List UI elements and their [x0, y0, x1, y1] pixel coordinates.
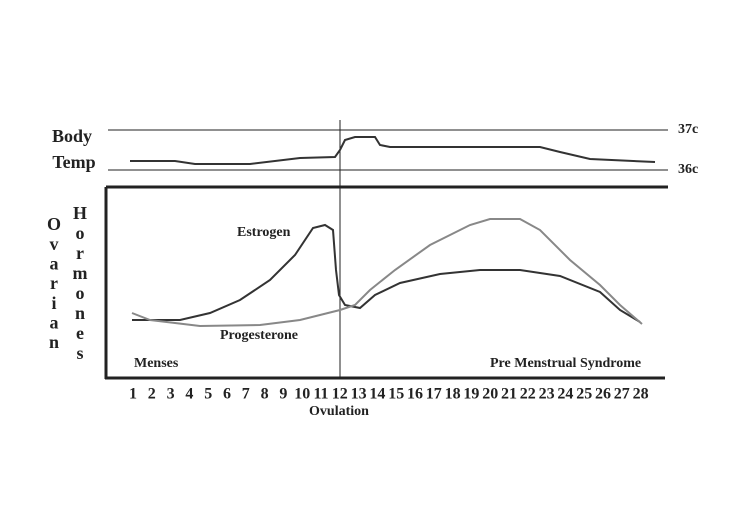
day-label: 9 — [279, 386, 287, 403]
vertical-letter: s — [76, 343, 83, 363]
vertical-letter: n — [75, 303, 85, 323]
day-label: 27 — [614, 386, 630, 403]
day-label: 13 — [351, 386, 367, 403]
day-label: 28 — [633, 386, 649, 403]
curve-label: Progesterone — [220, 328, 298, 343]
vertical-letter: O — [47, 214, 61, 234]
progesterone-curve — [131, 218, 643, 328]
day-label: 22 — [520, 386, 536, 403]
temp-label: 36c — [678, 162, 698, 177]
day-label: 5 — [204, 386, 212, 403]
day-label: 26 — [595, 386, 611, 403]
day-label: 10 — [294, 386, 310, 403]
day-label: 19 — [463, 386, 479, 403]
day-label: 24 — [557, 386, 573, 403]
curve-label: Estrogen — [237, 225, 291, 240]
day-label: 15 — [388, 386, 404, 403]
day-label: 8 — [261, 386, 269, 403]
vertical-letter: H — [73, 203, 87, 223]
day-label: 1 — [129, 386, 137, 403]
day-label: 20 — [482, 386, 498, 403]
day-label: 7 — [242, 386, 250, 403]
phase-label: Menses — [134, 356, 179, 371]
vertical-letter: a — [50, 253, 59, 273]
estrogen-curve — [132, 223, 641, 323]
label: Body — [52, 126, 92, 146]
day-label: 12 — [332, 386, 348, 403]
day-label: 23 — [539, 386, 555, 403]
vertical-letter: n — [49, 332, 59, 352]
vertical-letter: e — [76, 323, 84, 343]
day-label: 18 — [445, 386, 461, 403]
day-label: 14 — [369, 386, 385, 403]
vertical-letter: o — [76, 223, 85, 243]
vertical-letter: o — [76, 283, 85, 303]
vertical-letter: r — [76, 243, 84, 263]
ovulation-label: Ovulation — [309, 404, 369, 419]
vertical-letter: r — [50, 273, 58, 293]
vertical-letter: i — [51, 293, 56, 313]
phase-label: Pre Menstrual Syndrome — [490, 356, 641, 371]
day-label: 4 — [185, 386, 193, 403]
day-label: 3 — [167, 386, 175, 403]
day-label: 17 — [426, 386, 442, 403]
temperature-curve — [130, 136, 656, 165]
day-label: 16 — [407, 386, 423, 403]
day-label: 25 — [576, 386, 592, 403]
temp-label: 37c — [678, 122, 698, 137]
vertical-letter: a — [50, 312, 59, 332]
day-label: 21 — [501, 386, 517, 403]
day-label: 6 — [223, 386, 231, 403]
label: Temp — [52, 152, 95, 172]
vertical-letter: m — [73, 263, 88, 283]
vertical-letter: v — [50, 234, 59, 254]
day-label: 2 — [148, 386, 156, 403]
day-label: 11 — [313, 386, 328, 403]
